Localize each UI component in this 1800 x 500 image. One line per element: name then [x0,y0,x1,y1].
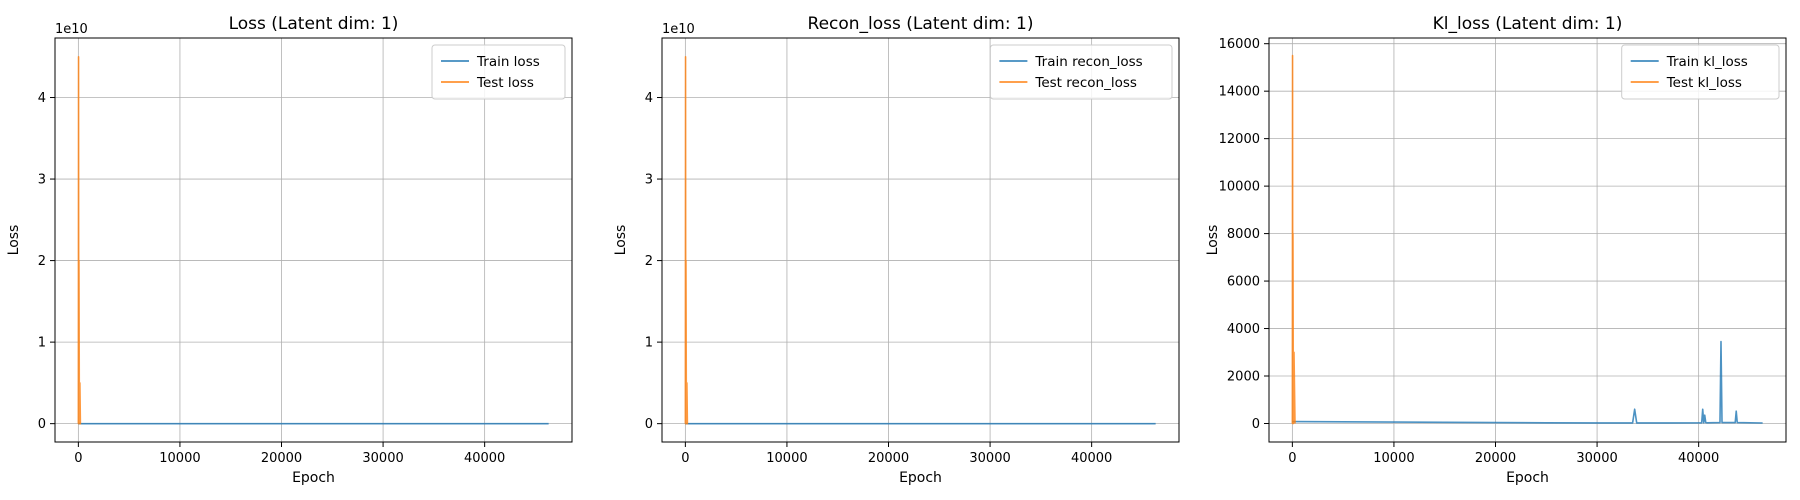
loss-plot: 0 10000 20000 30000 40000 0 1 2 3 4 1e10 Loss (Late… [6,14,573,486]
legend: Train kl_loss Test kl_loss [1621,44,1780,100]
y-offset-text: 1e10 [662,22,695,37]
axes-frame [1268,37,1787,443]
axes-frame [54,37,573,443]
y-tick-label: 6000 [1227,275,1260,290]
chart-title: Recon_loss (Latent dim: 1) [808,14,1034,34]
y-tick-label: 4000 [1227,322,1260,337]
y-tick-label: 14000 [1219,85,1260,100]
legend-label: Test kl_loss [1666,75,1742,91]
x-tick-label: 20000 [868,451,909,466]
y-tick-label: 1 [645,336,653,351]
chart-title: Kl_loss (Latent dim: 1) [1433,14,1623,34]
x-tick-label: 40000 [1071,451,1112,466]
axes-frame [661,37,1180,443]
kl-loss-plot: 0 10000 20000 30000 40000 0 2000 4000 6000 8000 10… [1205,14,1787,486]
x-tick-label: 30000 [969,451,1010,466]
y-tick-label: 2 [38,254,46,269]
x-axis-label: Epoch [899,470,942,486]
legend-label: Test recon_loss [1034,75,1137,91]
x-tick-label: 10000 [766,451,807,466]
y-tick-label: 0 [38,417,46,432]
legend-label: Train loss [476,54,540,70]
series-line-test-recon-loss [684,55,689,425]
chart-title: Loss (Latent dim: 1) [229,14,399,34]
series-line-train-kl-loss [1292,340,1763,424]
x-tick-label: 0 [74,451,82,466]
x-tick-label: 10000 [1373,451,1414,466]
x-tick-label: 30000 [362,451,403,466]
series-line-test-loss [77,55,82,425]
legend: Train loss Test loss [431,44,566,100]
y-tick-label: 4 [645,91,653,106]
y-tick-label: 3 [38,173,46,188]
y-tick-label: 3 [645,173,653,188]
x-tick-label: 30000 [1576,451,1617,466]
x-axis-label: Epoch [292,470,335,486]
y-tick-label: 8000 [1227,227,1260,242]
y-axis-label: Loss [1205,225,1221,256]
legend-label: Train kl_loss [1666,54,1748,70]
y-tick-label: 1 [38,336,46,351]
x-tick-label: 0 [681,451,689,466]
y-tick-label: 2000 [1227,370,1260,385]
y-axis-label: Loss [6,225,22,256]
y-tick-label: 16000 [1219,37,1260,52]
series-line-test-kl-loss [1291,54,1296,425]
x-tick-label: 40000 [1678,451,1719,466]
y-axis-label: Loss [613,225,629,256]
legend-label: Train recon_loss [1034,54,1142,70]
y-tick-label: 4 [38,91,46,106]
x-tick-label: 20000 [1475,451,1516,466]
x-axis-label: Epoch [1506,470,1549,486]
y-tick-label: 0 [1252,417,1260,432]
y-tick-label: 10000 [1219,180,1260,195]
x-tick-label: 10000 [159,451,200,466]
x-tick-label: 40000 [464,451,505,466]
x-tick-label: 20000 [261,451,302,466]
y-offset-text: 1e10 [55,22,88,37]
legend: Train recon_loss Test recon_loss [989,44,1173,100]
y-tick-label: 0 [645,417,653,432]
y-tick-label: 2 [645,254,653,269]
legend-label: Test loss [476,75,534,91]
x-tick-label: 0 [1288,451,1296,466]
recon-loss-plot: 0 10000 20000 30000 40000 0 1 2 3 4 1e10 Recon_loss… [613,14,1180,486]
y-tick-label: 12000 [1219,132,1260,147]
